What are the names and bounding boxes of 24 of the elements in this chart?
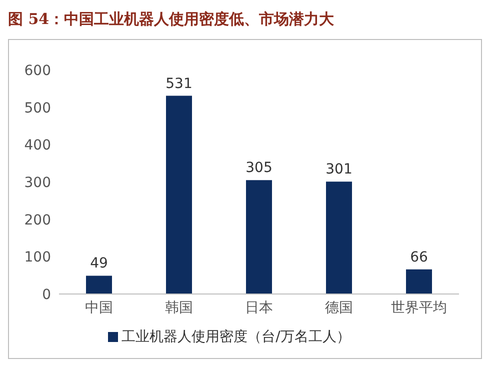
bar <box>326 182 352 294</box>
y-tick-label: 200 <box>24 212 51 228</box>
y-tick-label: 100 <box>24 250 51 266</box>
data-label: 305 <box>246 160 272 176</box>
y-tick-label: 500 <box>24 100 51 116</box>
x-tick-label: 世界平均 <box>391 300 447 316</box>
y-tick-label: 0 <box>42 286 51 303</box>
y-tick-label: 400 <box>24 138 51 154</box>
data-label: 66 <box>410 249 428 266</box>
bar <box>86 276 112 294</box>
data-label: 531 <box>166 76 192 92</box>
data-label: 301 <box>326 162 352 178</box>
chart-title: 图 54：中国工业机器人使用密度低、市场潜力大 <box>8 9 336 30</box>
x-tick-label: 中国 <box>85 300 113 316</box>
data-label: 49 <box>90 256 108 272</box>
bar <box>406 269 432 294</box>
bar <box>246 180 272 294</box>
legend-label: 工业机器人使用密度（台/万名工人） <box>122 329 350 345</box>
y-tick-label: 300 <box>24 174 51 191</box>
bar <box>166 96 192 294</box>
y-tick-label: 600 <box>24 62 51 79</box>
x-tick-label: 日本 <box>245 300 273 316</box>
x-tick-label: 德国 <box>325 300 353 316</box>
x-tick-label: 韩国 <box>165 300 193 316</box>
